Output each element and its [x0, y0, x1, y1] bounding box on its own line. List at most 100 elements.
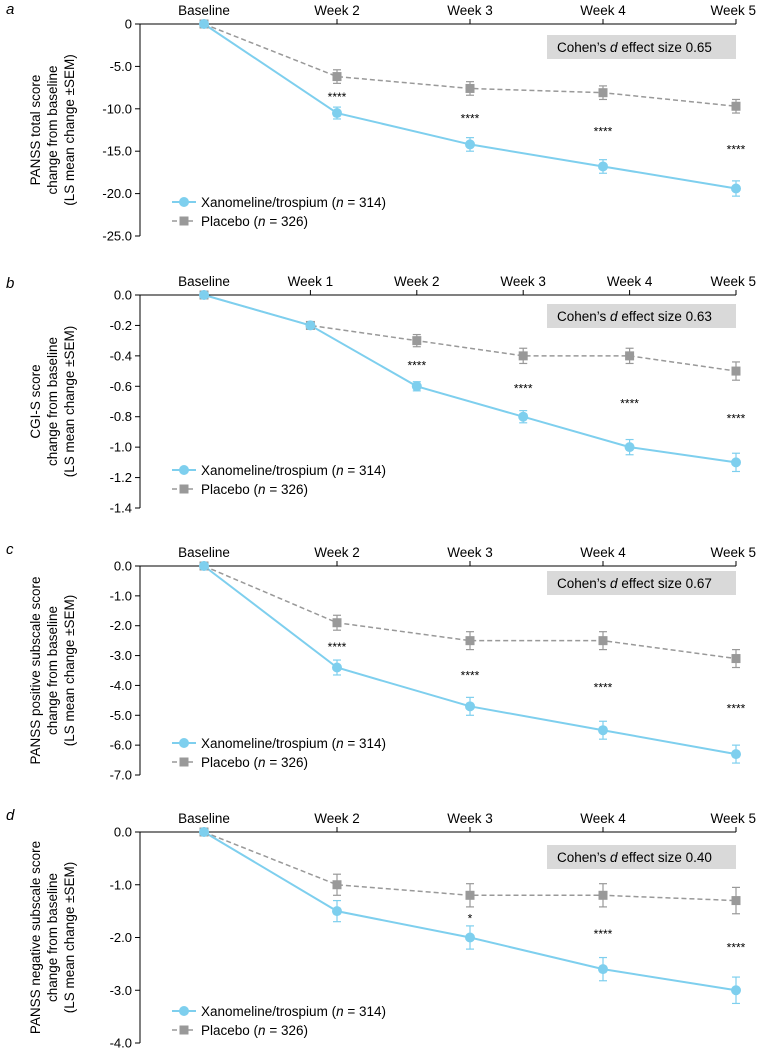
x-tick-label: Week 3 — [447, 811, 493, 826]
placebo-point — [625, 351, 635, 361]
placebo-legend-marker — [179, 484, 189, 494]
treatment-point — [305, 320, 316, 331]
treatment-point — [411, 381, 422, 392]
x-tick-label: Week 4 — [580, 545, 626, 560]
placebo-point — [332, 72, 342, 82]
panel-a: a PANSS total score change from baseline (L… — [6, 1, 756, 244]
x-tick-label: Week 4 — [580, 3, 626, 18]
legend-series-name: Xanomeline/trospium ( — [201, 1004, 337, 1019]
y-tick-label: -2.0 — [110, 930, 132, 945]
y-axis-label-line: PANSS negative subscale score — [28, 841, 43, 1034]
y-tick-label: 0.0 — [114, 559, 132, 574]
legend-series-name: Xanomeline/trospium ( — [201, 736, 337, 751]
legend-n-value: = 314) — [344, 463, 386, 478]
legend-n-value: = 314) — [344, 736, 386, 751]
y-axis-label-line: (LS mean change ±SEM) — [62, 54, 77, 205]
y-axis-label-line: change from baseline — [45, 337, 60, 466]
treatment-point — [199, 827, 209, 837]
placebo-point — [598, 636, 608, 646]
treatment-legend-label: Xanomeline/trospium (n = 314) — [201, 736, 386, 751]
y-tick-label: -4.0 — [110, 678, 132, 693]
y-tick-label: -5.0 — [110, 708, 132, 723]
legend: Xanomeline/trospium (n = 314)Placebo (n … — [172, 1004, 386, 1038]
legend-n: n — [336, 195, 344, 210]
significance-label: **** — [514, 381, 533, 395]
placebo-point — [465, 636, 475, 646]
legend-series-name: Placebo ( — [201, 482, 259, 497]
y-tick-label: -7.0 — [110, 768, 132, 783]
treatment-legend-label: Xanomeline/trospium (n = 314) — [201, 195, 386, 210]
treatment-point — [199, 561, 209, 571]
x-tick-label: Week 4 — [607, 274, 653, 289]
panel-label: a — [6, 1, 14, 18]
effect-size-text: Cohen’s d effect size 0.63 — [557, 309, 712, 324]
legend-series-name: Placebo ( — [201, 214, 259, 229]
treatment-point — [731, 985, 741, 996]
treatment-point — [465, 701, 475, 712]
y-tick-label: -1.0 — [110, 588, 132, 603]
significance-label: **** — [594, 927, 613, 941]
y-axis-label-line: PANSS positive subscale score — [28, 576, 43, 764]
effect-size-box: Cohen’s d effect size 0.65 — [547, 35, 736, 59]
placebo-series-line — [203, 565, 737, 660]
treatment-point — [731, 183, 741, 194]
x-tick-label: Baseline — [178, 274, 230, 289]
legend: Xanomeline/trospium (n = 314) Placebo (n … — [172, 195, 386, 229]
significance-label: **** — [461, 668, 480, 682]
effect-size-prefix: Cohen’s — [557, 576, 610, 591]
legend-series-name: Xanomeline/trospium ( — [201, 195, 337, 210]
x-tick-label: Week 5 — [710, 545, 756, 560]
legend: Xanomeline/trospium (n = 314)Placebo (n … — [172, 736, 386, 770]
effect-size-box-bg — [547, 35, 736, 59]
y-axis-label-line: change from baseline — [45, 65, 60, 194]
placebo-point — [332, 618, 342, 628]
legend-n-value: = 326) — [266, 755, 308, 770]
significance-label: **** — [594, 125, 613, 139]
treatment-point — [199, 19, 209, 29]
effect-size-suffix: effect size 0.63 — [618, 309, 712, 324]
legend-n-value: = 326) — [266, 482, 308, 497]
effect-size-prefix: Cohen’s — [557, 309, 610, 324]
placebo-legend-marker — [179, 216, 189, 226]
placebo-legend-label: Placebo (n = 326) — [201, 214, 308, 229]
x-tick-label: Week 5 — [710, 811, 756, 826]
effect-size-suffix: effect size 0.65 — [618, 40, 712, 55]
treatment-point — [598, 964, 608, 975]
legend-n: n — [258, 755, 266, 770]
treatment-point — [624, 442, 635, 453]
treatment-legend-marker — [179, 465, 189, 475]
effect-size-prefix: Cohen’s — [557, 40, 610, 55]
effect-size-box: Cohen’s d effect size 0.63 — [547, 304, 736, 328]
y-axis-label-line: change from baseline — [45, 606, 60, 735]
x-tick-label: Week 2 — [314, 545, 360, 560]
significance-label: **** — [727, 142, 746, 156]
placebo-point — [731, 654, 741, 664]
significance-label: * — [468, 911, 473, 925]
y-tick-label: 0 — [125, 17, 132, 32]
effect-size-text: Cohen’s d effect size 0.67 — [557, 576, 712, 591]
effect-size-d: d — [610, 850, 618, 865]
effect-size-suffix: effect size 0.40 — [618, 850, 712, 865]
y-tick-label: -2.0 — [110, 618, 132, 633]
legend-n-value: = 314) — [344, 1004, 386, 1019]
panel-label: b — [6, 275, 14, 292]
y-axis-label-line: (LS mean change ±SEM) — [62, 862, 77, 1013]
legend-n: n — [258, 1023, 266, 1038]
placebo-point — [731, 101, 741, 111]
treatment-point — [598, 161, 608, 172]
x-tick-label: Week 3 — [447, 545, 493, 560]
y-tick-label: -4.0 — [110, 1036, 132, 1051]
placebo-point — [412, 336, 422, 346]
significance-label: **** — [461, 111, 480, 125]
x-tick-label: Baseline — [178, 545, 230, 560]
y-tick-label: 0.0 — [114, 825, 132, 840]
placebo-point — [731, 896, 741, 906]
significance-label: **** — [727, 701, 746, 715]
panel-d: d PANSS negative subscale score change fro… — [6, 807, 756, 1051]
treatment-point — [465, 139, 475, 150]
panel-b: b CGI-S score change from baseline (LS mean… — [6, 274, 756, 516]
placebo-point — [598, 890, 608, 900]
y-tick-label: 0.0 — [114, 288, 132, 303]
y-axis-label-line: (LS mean change ±SEM) — [62, 595, 77, 746]
placebo-legend-marker — [179, 1025, 189, 1035]
